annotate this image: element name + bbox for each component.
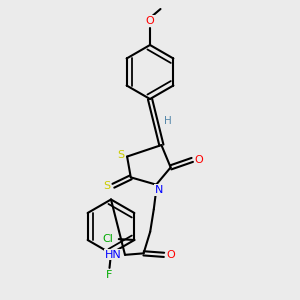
Text: O: O (146, 16, 154, 26)
Text: F: F (106, 269, 113, 280)
Text: H: H (164, 116, 172, 125)
Text: O: O (194, 155, 203, 165)
Text: N: N (154, 185, 163, 195)
Text: Cl: Cl (103, 234, 113, 244)
Text: S: S (117, 150, 124, 160)
Text: O: O (166, 250, 175, 260)
Text: S: S (103, 181, 110, 191)
Text: HN: HN (105, 250, 122, 260)
